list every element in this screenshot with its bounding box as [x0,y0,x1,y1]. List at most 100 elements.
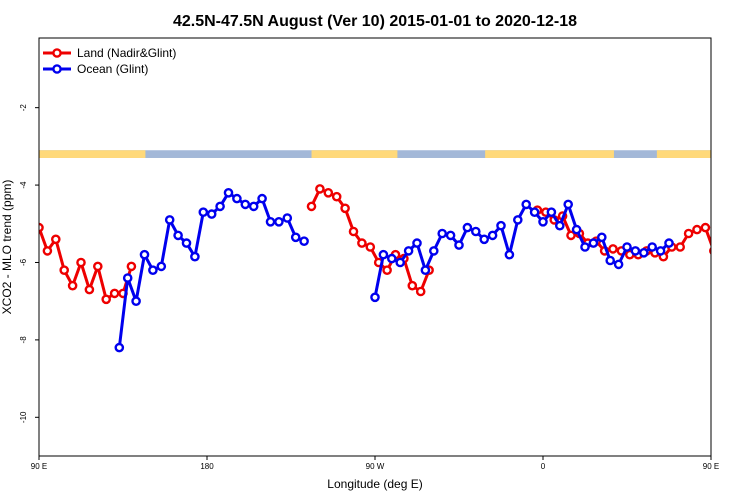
data-point [126,261,137,272]
data-point [206,209,217,219]
series-land [39,184,750,305]
data-point [274,216,284,227]
data-point [240,199,251,210]
data-point [232,193,242,204]
data-point [487,230,498,241]
y-axis-label: XCO2 - MLO trend (ppm) [0,180,14,315]
land-band-segment [485,150,614,158]
data-point [42,246,53,256]
data-point [282,213,293,223]
data-point [407,280,418,291]
x-axis: 90 E 180 90 W 0 90 E [31,456,719,471]
data-point [357,238,367,248]
series-ocean [114,187,674,353]
chart-title: 42.5N-47.5N August (Ver 10) 2015-01-01 t… [173,13,577,30]
data-point [415,286,426,297]
data-point [571,224,582,235]
data-point [395,257,406,268]
data-point [181,238,192,248]
data-point [59,265,69,276]
data-point [265,216,276,227]
data-point [655,246,666,256]
data-point [613,259,624,270]
data-point [605,255,616,266]
data-point [675,242,686,252]
data-point [608,244,618,254]
data-point [382,265,392,276]
x-tick-label: 90 W [366,462,385,471]
data-point [386,253,397,264]
data-point [306,201,317,212]
land-band-segment [39,150,146,158]
data-point [555,220,565,231]
data-point [597,232,607,243]
data-point [156,261,167,272]
plot-area [39,150,750,353]
data-point [538,216,548,227]
data-point [479,234,490,245]
data-point [744,259,750,266]
legend-marker [52,64,62,74]
data-point [84,284,95,295]
data-point [109,288,120,299]
data-point [290,232,301,243]
data-point [299,236,309,246]
data-point [470,226,481,237]
land-band-segment [656,150,711,158]
y-axis: -2 -4 -6 -8 -10 [19,104,39,423]
data-point [735,282,742,289]
data-point [630,246,641,256]
data-point [323,187,334,198]
legend-label: Ocean (Glint) [77,62,148,76]
legend-label: Land (Nadir&Glint) [77,46,176,60]
data-point [76,257,86,268]
x-tick-label: 0 [541,462,546,471]
data-point [331,191,342,202]
data-point [647,242,658,252]
land-band-segment [311,150,398,158]
data-point [101,294,111,305]
data-point [173,230,183,241]
y-tick-label: -6 [19,258,28,266]
data-point [93,261,103,272]
x-tick-label: 180 [200,462,214,471]
data-point [198,207,209,217]
data-point [428,246,439,256]
data-point [504,249,515,260]
data-point [727,267,734,274]
x-tick-label: 90 E [703,462,719,471]
data-point [365,242,376,252]
data-point [67,280,78,291]
data-point [513,215,523,225]
data-point [529,207,540,217]
x-axis-label: Longitude (deg E) [327,477,422,491]
y-tick-label: -4 [19,181,28,189]
legend: Land (Nadir&Glint) Ocean (Glint) [43,46,176,76]
data-point [521,199,532,210]
data-point [546,207,557,217]
data-point [692,224,702,235]
data-point [462,222,473,233]
data-point [248,201,259,212]
data-point [148,265,158,276]
data-point [639,247,649,258]
data-point [131,296,141,307]
data-point [622,242,632,252]
data-point [215,201,225,212]
data-point [340,203,350,214]
data-point [51,234,61,245]
data-point [348,226,359,237]
x-tick-label: 90 E [31,462,47,471]
data-point [315,184,325,194]
y-tick-label: -8 [19,336,28,344]
legend-marker [52,48,62,58]
data-point [223,187,234,198]
data-point [257,193,267,204]
data-point [370,292,380,303]
series-line [310,187,431,293]
data-point [563,199,574,210]
data-point [700,222,711,233]
data-point [114,342,125,353]
data-point [378,249,389,260]
